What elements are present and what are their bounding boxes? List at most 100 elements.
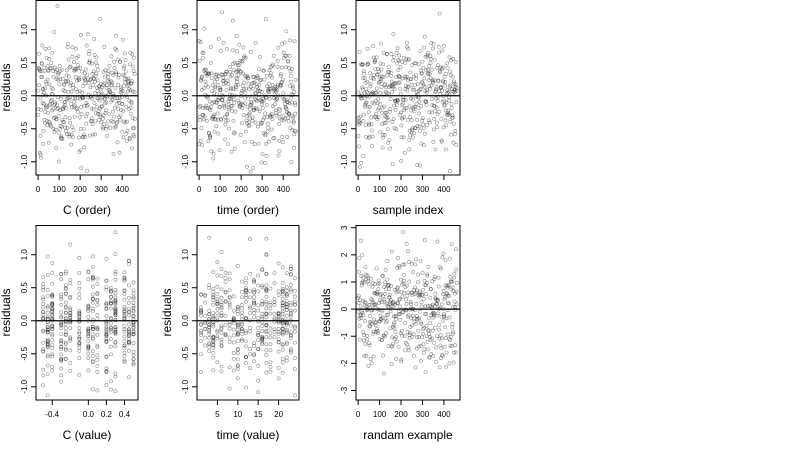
data-point [50, 313, 55, 318]
data-point [240, 89, 245, 93]
data-point [85, 168, 89, 173]
data-point [281, 50, 286, 55]
data-point [374, 90, 379, 95]
data-point [252, 344, 257, 348]
x-axis-title: sample index [373, 203, 444, 217]
data-point [234, 70, 239, 74]
data-point [55, 4, 60, 8]
data-point [424, 334, 429, 339]
data-point [45, 294, 50, 298]
data-point [282, 101, 287, 106]
data-point [235, 339, 240, 343]
data-point [282, 98, 287, 103]
data-point [120, 102, 124, 107]
data-point [384, 115, 389, 119]
data-point [256, 273, 261, 278]
data-point [131, 357, 136, 362]
data-point [365, 62, 370, 66]
data-point [288, 289, 293, 294]
data-point [234, 80, 239, 84]
data-point [63, 291, 68, 296]
data-point [95, 363, 100, 368]
data-point [429, 68, 434, 72]
data-point [90, 324, 95, 329]
data-point [49, 99, 53, 103]
data-point [122, 277, 127, 282]
data-point [59, 297, 64, 302]
data-point [235, 305, 240, 309]
data-point [280, 331, 285, 336]
plot-frame [35, 225, 139, 401]
data-point [231, 316, 236, 321]
data-point [381, 333, 386, 338]
data-point [95, 317, 100, 321]
data-point [244, 355, 248, 360]
data-point [105, 124, 110, 129]
data-point [412, 308, 417, 313]
data-point [121, 66, 126, 70]
data-point [442, 98, 447, 103]
data-point [264, 272, 269, 276]
data-point [360, 253, 365, 257]
data-point [63, 269, 68, 274]
data-point [113, 318, 118, 323]
data-point [227, 335, 232, 340]
data-point [75, 106, 80, 111]
data-point [211, 314, 216, 319]
data-point [57, 159, 61, 164]
data-point [63, 333, 68, 337]
data-point [288, 333, 293, 337]
data-point [126, 76, 131, 81]
data-point [45, 345, 50, 350]
y-axis-title: residuals [319, 63, 333, 111]
data-point [405, 118, 410, 122]
data-point [223, 276, 228, 280]
data-point [383, 110, 388, 115]
data-point [280, 286, 285, 291]
data-point [282, 40, 287, 45]
data-point [231, 130, 236, 135]
data-point [65, 45, 70, 49]
data-point [279, 65, 284, 70]
data-point [50, 327, 55, 332]
data-point [199, 310, 203, 315]
data-point [91, 69, 96, 74]
data-point [380, 106, 385, 110]
data-point [247, 111, 252, 116]
data-point [86, 269, 91, 274]
data-point [369, 320, 373, 325]
data-point [221, 75, 226, 80]
data-point [419, 103, 424, 108]
data-point [366, 282, 371, 286]
data-point [394, 50, 399, 55]
data-point [76, 75, 81, 80]
data-point [203, 314, 208, 318]
data-point [284, 29, 289, 34]
data-point [84, 114, 88, 119]
data-point [38, 69, 42, 73]
data-point [223, 313, 228, 318]
data-point [203, 92, 207, 97]
data-point [381, 274, 386, 278]
data-point [99, 92, 104, 97]
data-point [454, 247, 458, 252]
data-point [228, 74, 233, 79]
data-point [239, 328, 244, 333]
data-point [211, 156, 216, 161]
data-point [131, 304, 136, 308]
data-point [122, 311, 127, 316]
data-point [266, 89, 270, 94]
data-point [401, 272, 406, 277]
data-point [248, 326, 252, 330]
data-point [126, 82, 131, 87]
data-point [293, 329, 297, 334]
data-point [45, 119, 50, 124]
data-point [396, 309, 401, 314]
data-point [417, 294, 422, 299]
data-point [288, 308, 293, 313]
x-axis-title: C (value) [63, 428, 112, 442]
data-point [211, 114, 215, 119]
data-point [268, 286, 273, 291]
data-point [97, 84, 101, 89]
data-point [384, 52, 389, 57]
